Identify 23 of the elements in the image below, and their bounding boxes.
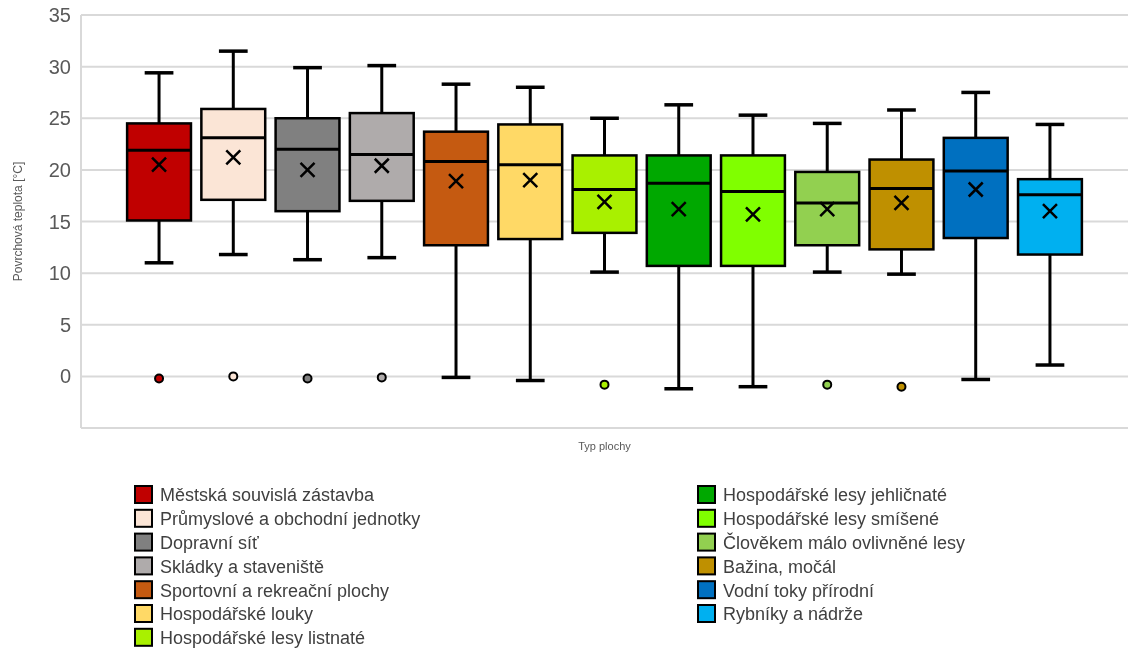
y-tick-label: 15 <box>48 210 71 233</box>
legend-label: Skládky a staveniště <box>160 556 325 577</box>
y-tick-label: 35 <box>48 4 71 26</box>
legend-label: Hospodářské lesy jehličnaté <box>723 485 948 506</box>
legend-label: Hospodářské lesy listnaté <box>160 628 366 649</box>
legend-label: Vodní toky přírodní <box>723 580 875 601</box>
legend-label: Sportovní a rekreační plochy <box>160 580 390 601</box>
y-axis-title: Povrchová teplota [°C] <box>11 161 25 282</box>
y-tick-label: 30 <box>48 55 71 78</box>
legend-label: Hospodářské louky <box>160 604 314 625</box>
y-tick-label: 10 <box>48 262 71 285</box>
x-axis-title: Typ plochy <box>578 440 632 452</box>
legend-label: Bažina, močál <box>723 556 837 577</box>
legend-label: Průmyslové a obchodní jednotky <box>160 509 421 530</box>
y-tick-label: 20 <box>48 158 71 181</box>
legend-label: Člověkem málo ovlivněné lesy <box>723 531 966 553</box>
legend-label: Dopravní síť <box>160 532 260 553</box>
legend-label: Hospodářské lesy smíšené <box>723 509 940 530</box>
y-tick-label: 5 <box>59 313 71 336</box>
legend-label: Rybníky a nádrže <box>723 604 864 625</box>
y-tick-label: 25 <box>48 107 71 130</box>
legend-label: Městská souvislá zástavba <box>160 485 376 506</box>
y-tick-label: 0 <box>59 365 71 388</box>
